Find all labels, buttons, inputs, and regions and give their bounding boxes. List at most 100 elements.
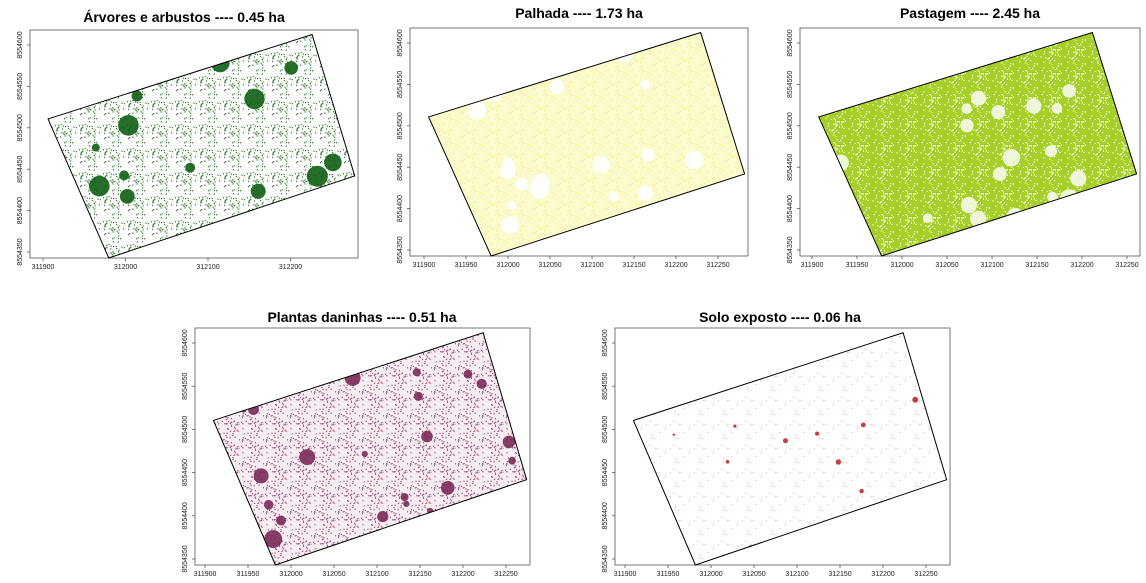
patch xyxy=(912,397,918,403)
patch xyxy=(63,214,83,234)
patch xyxy=(307,166,328,187)
x-tick-label: 312050 xyxy=(322,571,345,578)
y-tick-label: 8554350 xyxy=(397,236,404,263)
patch xyxy=(403,501,409,507)
patch xyxy=(95,57,117,79)
x-tick-label: 312250 xyxy=(1115,262,1138,269)
y-tick-label: 8554400 xyxy=(182,502,189,529)
patch xyxy=(836,459,841,464)
y-tick-label: 8554500 xyxy=(602,416,609,443)
x-tick-label: 312150 xyxy=(1025,262,1048,269)
x-tick-label: 312200 xyxy=(1070,262,1093,269)
patch xyxy=(783,438,788,443)
y-tick-label: 8554450 xyxy=(602,459,609,486)
patch xyxy=(593,156,610,173)
x-tick-label: 312250 xyxy=(494,571,517,578)
patch xyxy=(861,423,866,428)
patch xyxy=(251,184,266,199)
patch xyxy=(508,457,516,465)
x-tick-label: 312000 xyxy=(114,264,137,271)
patch xyxy=(377,511,388,522)
y-tick-label: 8554550 xyxy=(182,372,189,399)
x-tick-label: 312100 xyxy=(196,264,219,271)
x-tick-label: 312000 xyxy=(890,262,913,269)
patch xyxy=(699,198,715,214)
patch xyxy=(76,45,93,62)
patch xyxy=(833,155,849,171)
patch xyxy=(300,219,319,238)
patch xyxy=(120,189,135,204)
x-tick-label: 311900 xyxy=(32,264,55,271)
patch xyxy=(1062,84,1076,98)
y-tick-label: 8554600 xyxy=(602,329,609,356)
y-tick-label: 8554550 xyxy=(787,71,794,98)
patch xyxy=(1081,212,1096,227)
patch xyxy=(1045,145,1057,157)
patch xyxy=(515,177,528,190)
patch xyxy=(345,370,361,386)
patch xyxy=(841,91,851,101)
patch xyxy=(438,70,451,83)
patch xyxy=(234,544,246,556)
patch xyxy=(726,460,730,464)
patch xyxy=(673,434,675,436)
patch xyxy=(1003,149,1020,166)
patch xyxy=(464,370,473,379)
x-tick-label: 312200 xyxy=(664,262,687,269)
patch xyxy=(477,379,487,389)
y-tick-label: 8554400 xyxy=(17,197,24,224)
patch xyxy=(62,64,83,85)
y-tick-label: 8554550 xyxy=(397,71,404,98)
patch xyxy=(923,213,933,223)
x-tick-label: 312050 xyxy=(742,571,765,578)
patch xyxy=(185,163,195,173)
patch xyxy=(897,522,901,526)
patch xyxy=(910,351,916,357)
y-tick-label: 8554400 xyxy=(602,502,609,529)
y-tick-label: 8554350 xyxy=(17,238,24,265)
patch xyxy=(441,481,455,495)
patch xyxy=(119,170,129,180)
x-tick-label: 312050 xyxy=(935,262,958,269)
map-panel: Plantas daninhas ---- 0.51 ha31190031195… xyxy=(182,309,530,578)
patch xyxy=(421,431,433,443)
patch xyxy=(276,516,286,526)
x-tick-label: 311900 xyxy=(801,262,824,269)
y-tick-label: 8554500 xyxy=(17,114,24,141)
x-tick-label: 311950 xyxy=(657,571,680,578)
x-tick-label: 312150 xyxy=(828,571,851,578)
patch xyxy=(92,144,100,152)
x-tick-label: 312100 xyxy=(980,262,1003,269)
patch xyxy=(832,531,835,534)
patch xyxy=(414,392,423,401)
y-tick-label: 8554550 xyxy=(602,372,609,399)
map-title: Solo exposto ---- 0.06 ha xyxy=(699,309,861,325)
patch xyxy=(971,91,986,106)
patch xyxy=(1007,208,1024,225)
x-tick-label: 312200 xyxy=(871,571,894,578)
y-tick-label: 8554450 xyxy=(787,153,794,180)
patch xyxy=(806,356,810,360)
patch xyxy=(960,119,973,132)
map-title: Pastagem ---- 2.45 ha xyxy=(900,5,1040,21)
x-tick-label: 312000 xyxy=(496,262,519,269)
patch xyxy=(642,148,655,161)
patch xyxy=(685,151,703,169)
x-tick-label: 312050 xyxy=(538,262,561,269)
y-tick-label: 8554450 xyxy=(182,459,189,486)
x-tick-label: 311950 xyxy=(455,262,478,269)
y-tick-label: 8554450 xyxy=(17,155,24,182)
x-tick-label: 312150 xyxy=(622,262,645,269)
y-tick-label: 8554350 xyxy=(602,545,609,572)
patch xyxy=(134,49,145,60)
patch xyxy=(503,436,516,449)
y-tick-label: 8554600 xyxy=(17,31,24,58)
patch xyxy=(118,115,139,136)
patch xyxy=(991,105,1005,119)
y-tick-label: 8554600 xyxy=(787,29,794,56)
map-figure: Árvores e arbustos ---- 0.45 ha311900312… xyxy=(0,0,1146,583)
patch xyxy=(733,425,736,428)
patch xyxy=(529,180,548,199)
map-panel: Pastagem ---- 2.45 ha3119003119503120003… xyxy=(787,5,1140,269)
patch xyxy=(501,216,519,234)
